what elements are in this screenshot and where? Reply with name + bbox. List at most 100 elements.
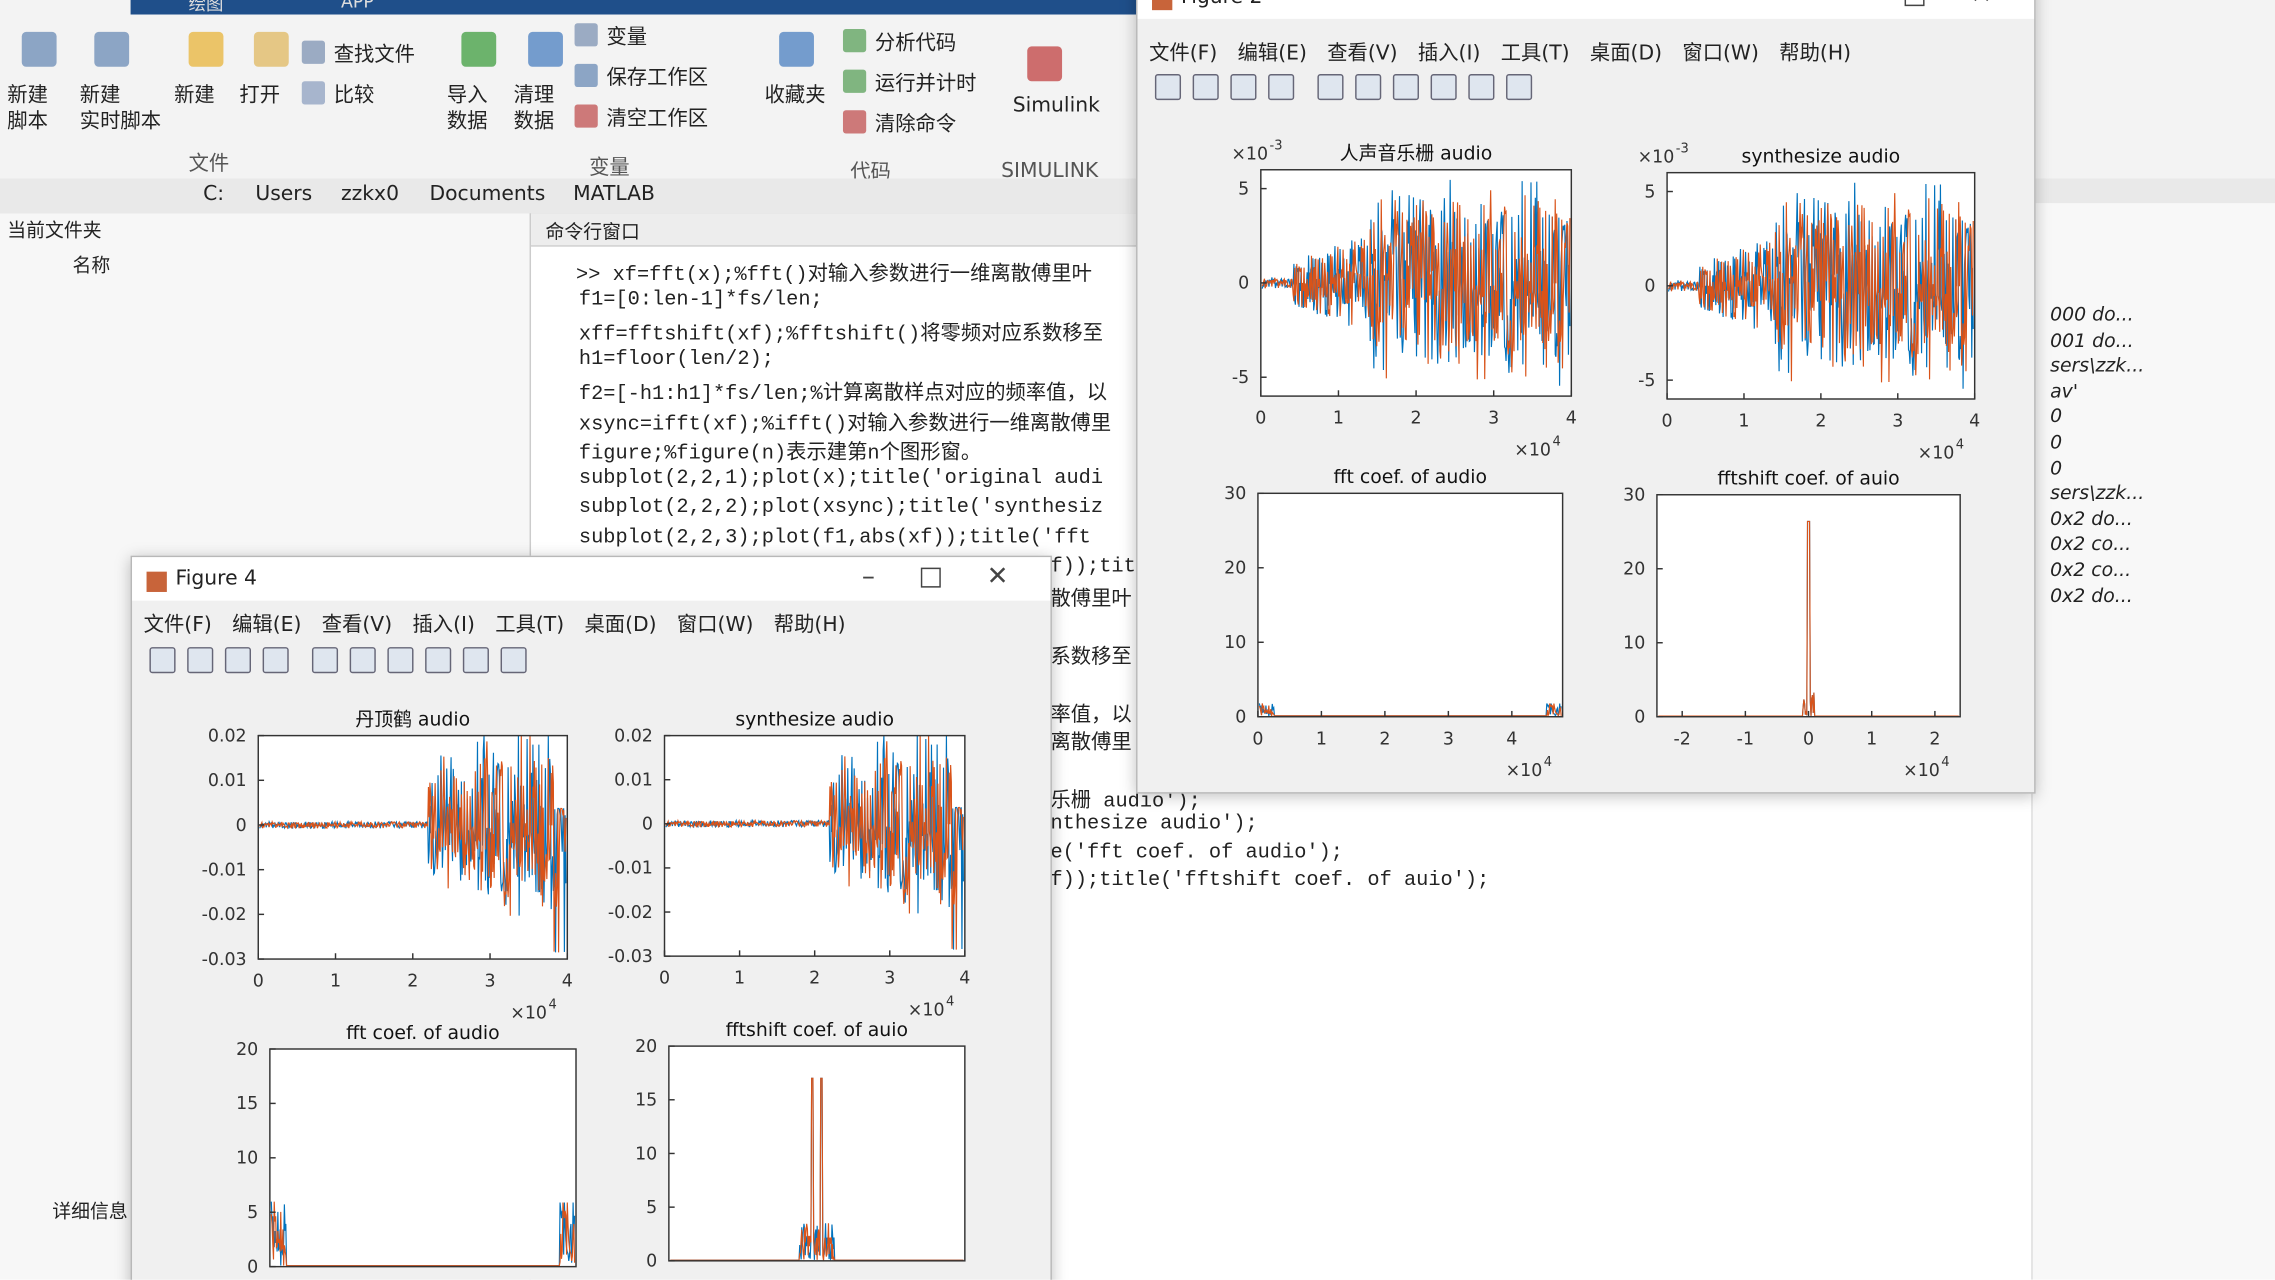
axes-background bbox=[668, 1046, 965, 1261]
y-tick-label: 30 bbox=[1224, 484, 1246, 504]
button-label[interactable]: 新建 bbox=[7, 84, 48, 108]
tab[interactable]: 绘图 bbox=[188, 0, 224, 15]
path-segment[interactable]: C: bbox=[203, 182, 225, 207]
tool-icon[interactable] bbox=[462, 647, 489, 674]
y-exponent-power: -3 bbox=[1676, 141, 1689, 156]
button-label[interactable]: 数据 bbox=[446, 110, 488, 134]
button-label[interactable]: 实时脚本 bbox=[79, 110, 162, 134]
x-exponent-power: 4 bbox=[1956, 437, 1964, 452]
button-label[interactable]: 查找文件 bbox=[333, 43, 415, 67]
axes-background bbox=[269, 1049, 577, 1267]
tool-icon[interactable] bbox=[1430, 73, 1457, 101]
tool-icon[interactable] bbox=[187, 647, 214, 674]
button-label[interactable]: 导入 bbox=[446, 84, 488, 108]
button-label[interactable]: 清理 bbox=[513, 84, 555, 108]
button-label[interactable]: 新建 bbox=[79, 84, 121, 108]
menu-item[interactable]: 工具(T) bbox=[1500, 42, 1570, 66]
button-label[interactable]: 打开 bbox=[239, 84, 281, 108]
x-tick-label: 4 bbox=[562, 972, 573, 992]
tool-icon[interactable] bbox=[1506, 73, 1533, 101]
tool-icon[interactable] bbox=[425, 647, 452, 674]
waveform bbox=[270, 1201, 576, 1267]
tool-icon[interactable] bbox=[1192, 73, 1219, 101]
tool-icon[interactable] bbox=[311, 647, 339, 674]
menu-item[interactable]: 文件(F) bbox=[143, 613, 212, 637]
button-label[interactable]: Simulink bbox=[1012, 94, 1100, 118]
button-label[interactable]: 数据 bbox=[513, 110, 555, 134]
code-fragment: nthesize audio'); bbox=[1050, 812, 1258, 836]
menu-item[interactable]: 帮助(H) bbox=[1779, 42, 1852, 66]
figure-window: Figure 4 –□✕ 文件(F) 编辑(E) 查看(V) 插入(I) 工具(T) 桌面(D… bbox=[130, 555, 1052, 1280]
y-tick-label: 0 bbox=[1238, 274, 1249, 294]
menu-item[interactable]: 编辑(E) bbox=[232, 613, 302, 637]
y-exponent-base: ×10 bbox=[1638, 148, 1675, 168]
menu-item[interactable]: 查看(V) bbox=[1327, 42, 1398, 66]
path-segment[interactable]: MATLAB bbox=[573, 182, 655, 207]
menu-item[interactable]: 插入(I) bbox=[412, 613, 475, 637]
x-exponent-base: ×10 bbox=[1903, 761, 1940, 781]
tool-icon[interactable] bbox=[224, 647, 252, 674]
tool-icon[interactable] bbox=[149, 647, 176, 674]
workspace-item: 0x2 do... bbox=[2050, 585, 2133, 608]
tool-icon[interactable] bbox=[1317, 73, 1344, 101]
button-label[interactable]: 清除命令 bbox=[874, 113, 957, 137]
tool-icon[interactable] bbox=[1268, 73, 1295, 101]
tool-icon[interactable] bbox=[1468, 73, 1495, 101]
button-label[interactable]: 变量 bbox=[606, 26, 648, 50]
x-tick-label: 0 bbox=[1662, 412, 1673, 432]
tool-icon[interactable] bbox=[1230, 73, 1257, 101]
button-label[interactable]: 分析代码 bbox=[874, 31, 957, 56]
path-segment[interactable]: Documents bbox=[429, 182, 546, 207]
button-label[interactable]: 清空工作区 bbox=[606, 107, 709, 131]
plot-title: synthesize audio bbox=[735, 708, 894, 730]
menu-item[interactable]: 桌面(D) bbox=[584, 613, 657, 637]
menu-item[interactable]: 查看(V) bbox=[321, 613, 393, 637]
workspace-item: 000 do... bbox=[2050, 304, 2134, 327]
button-label[interactable]: 脚本 bbox=[7, 110, 48, 134]
x-exponent-base: ×10 bbox=[908, 1001, 945, 1021]
y-tick-label: 20 bbox=[1224, 559, 1246, 579]
tool-icon[interactable] bbox=[262, 647, 289, 674]
menu-item[interactable]: 桌面(D) bbox=[1589, 42, 1663, 66]
tool-icon[interactable] bbox=[349, 647, 376, 674]
tool-icon[interactable] bbox=[1154, 73, 1182, 101]
menu-item[interactable]: 编辑(E) bbox=[1237, 42, 1307, 66]
icon bbox=[1027, 46, 1063, 82]
menu-item[interactable]: 文件(F) bbox=[1149, 42, 1218, 66]
button-label[interactable]: 运行并计时 bbox=[874, 72, 977, 96]
menu-item[interactable]: 工具(T) bbox=[495, 613, 565, 637]
tab[interactable]: APP bbox=[340, 0, 374, 12]
icon bbox=[253, 31, 289, 67]
menu-item[interactable]: 插入(I) bbox=[1417, 42, 1481, 66]
icon bbox=[842, 29, 867, 53]
button-label[interactable]: 收藏夹 bbox=[764, 84, 826, 108]
code-line: figure;%figure(n)表示建第n个图形窗。 bbox=[578, 442, 982, 466]
icon bbox=[842, 69, 867, 93]
y-tick-label: -5 bbox=[1638, 371, 1655, 391]
figure-icon bbox=[146, 571, 167, 592]
workspace-item: av' bbox=[2050, 381, 2079, 404]
tool-icon[interactable] bbox=[1392, 73, 1419, 101]
code-fragment: 离散傅里 bbox=[1050, 732, 1132, 756]
menu-item[interactable]: 窗口(W) bbox=[1682, 42, 1759, 66]
path-segment[interactable]: zzkx0 bbox=[340, 182, 399, 207]
x-tick-label: 2 bbox=[1815, 412, 1826, 432]
button-label[interactable]: 保存工作区 bbox=[606, 66, 709, 90]
x-exponent-power: 4 bbox=[1941, 755, 1949, 770]
icon bbox=[301, 40, 326, 64]
column-header[interactable]: 名称 bbox=[72, 255, 111, 278]
details-label[interactable]: 详细信息 bbox=[52, 1201, 128, 1224]
menu-item[interactable]: 帮助(H) bbox=[773, 613, 846, 637]
menu-item[interactable]: 窗口(W) bbox=[676, 613, 754, 637]
y-tick-label: -0.02 bbox=[202, 905, 247, 925]
y-tick-label: 30 bbox=[1623, 486, 1645, 506]
waveform bbox=[665, 735, 964, 950]
y-tick-label: 10 bbox=[635, 1144, 657, 1164]
tool-icon[interactable] bbox=[387, 647, 414, 674]
tool-icon[interactable] bbox=[500, 647, 527, 674]
button-label[interactable]: 新建 bbox=[174, 84, 215, 108]
tool-icon[interactable] bbox=[1355, 73, 1382, 101]
path-segment[interactable]: Users bbox=[255, 182, 313, 207]
plot-title: fftshift coef. of auio bbox=[726, 1019, 908, 1041]
button-label[interactable]: 比较 bbox=[333, 84, 375, 108]
